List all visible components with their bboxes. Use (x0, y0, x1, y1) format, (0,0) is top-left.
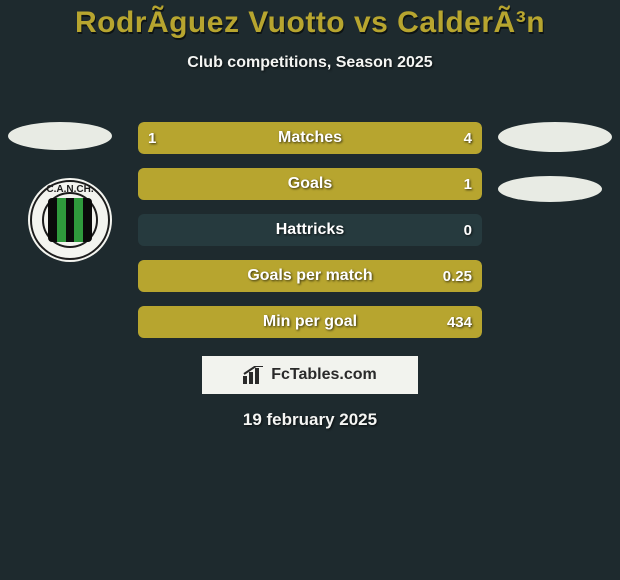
stat-value-left: 1 (148, 122, 156, 154)
stat-label: Min per goal (138, 306, 482, 338)
brand-box: FcTables.com (202, 356, 418, 394)
player-left-placeholder (8, 122, 112, 150)
date-text: 19 february 2025 (0, 410, 620, 430)
stat-row: Matches1 4 (138, 122, 482, 154)
stat-label: Goals per match (138, 260, 482, 292)
stat-value-right: 4 (464, 122, 472, 154)
player-right-placeholder (498, 122, 612, 152)
stat-row: Min per goal434 (138, 306, 482, 338)
page-title: RodrÃ­guez Vuotto vs CalderÃ³n (0, 0, 620, 40)
stat-value-right: 0.25 (443, 260, 472, 292)
club-badge-text: C.A.N.CH. (28, 184, 112, 195)
stat-value-right: 0 (464, 214, 472, 246)
stat-value-right: 1 (464, 168, 472, 200)
subtitle: Club competitions, Season 2025 (0, 54, 620, 72)
club-badge-stripes (48, 198, 92, 242)
chart-icon (243, 366, 265, 384)
brand-text: FcTables.com (271, 366, 377, 384)
club-badge-left: C.A.N.CH. (28, 178, 112, 262)
stat-value-right: 434 (447, 306, 472, 338)
comparison-bars: Matches14Goals1Hattricks0Goals per match… (138, 122, 482, 352)
stat-label: Hattricks (138, 214, 482, 246)
stat-row: Hattricks0 (138, 214, 482, 246)
club-right-placeholder (498, 176, 602, 202)
stat-label: Goals (138, 168, 482, 200)
stat-row: Goals1 (138, 168, 482, 200)
stat-row: Goals per match0.25 (138, 260, 482, 292)
stat-label: Matches (138, 122, 482, 154)
